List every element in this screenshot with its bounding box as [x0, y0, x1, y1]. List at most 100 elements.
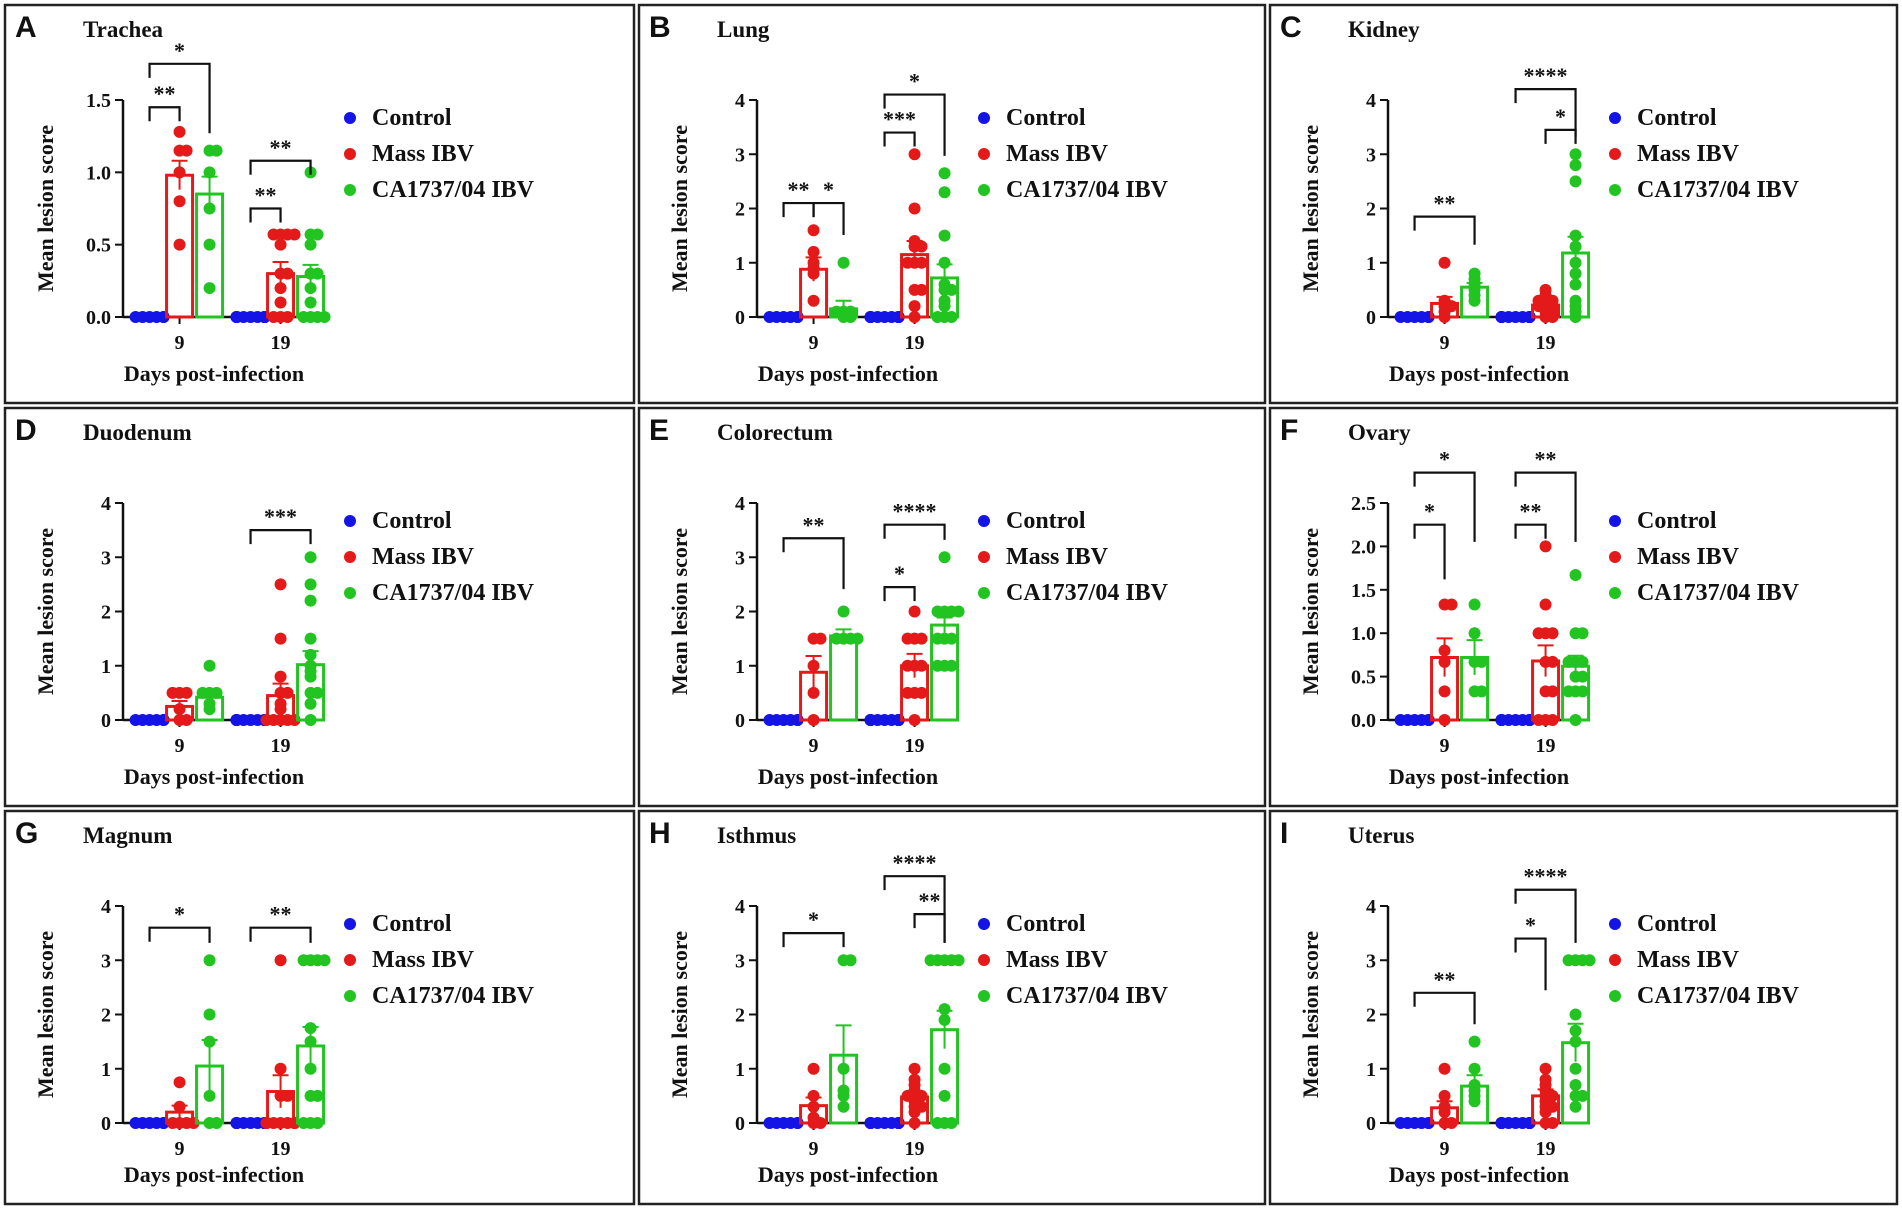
- x-axis-title: Days post-infection: [1389, 361, 1569, 386]
- y-tick-label: 0.5: [86, 235, 111, 257]
- data-point: [1562, 954, 1575, 967]
- x-axis-title: Days post-infection: [758, 361, 938, 386]
- y-tick-label: 1: [735, 253, 745, 275]
- data-point: [938, 1013, 951, 1026]
- significance-label: **: [255, 183, 277, 208]
- data-point: [807, 1062, 820, 1075]
- data-point: [915, 632, 928, 645]
- data-point: [1569, 148, 1582, 161]
- y-tick-label: 2: [1366, 1005, 1376, 1027]
- data-point: [864, 714, 877, 726]
- significance-label: ****: [893, 850, 937, 875]
- data-point: [908, 714, 921, 726]
- panel-letter: I: [1280, 817, 1288, 850]
- significance-label: ****: [893, 499, 937, 524]
- data-point: [1569, 1079, 1582, 1092]
- data-point: [180, 686, 193, 699]
- panel-letter: A: [15, 11, 37, 44]
- panel-title: Ovary: [1348, 420, 1411, 445]
- data-point: [908, 1062, 921, 1075]
- legend-marker: [1609, 990, 1621, 1002]
- significance-label: *: [909, 69, 920, 94]
- data-point: [311, 1089, 324, 1102]
- data-point: [938, 1062, 951, 1075]
- panel-g: G Magnum 0 1 2 3 4 Mean lesion score Days post-i…: [3, 809, 636, 1206]
- legend-label: Control: [1006, 508, 1086, 534]
- data-point: [1569, 267, 1582, 280]
- data-point: [837, 1100, 850, 1113]
- x-tick-label: 19: [271, 1138, 291, 1160]
- panel-frame: [637, 406, 1267, 808]
- x-tick-label: 9: [1440, 1138, 1450, 1160]
- panel-letter: G: [15, 817, 38, 850]
- data-point: [1539, 1106, 1552, 1119]
- data-point: [274, 703, 287, 716]
- data-point: [908, 1106, 921, 1119]
- data-point: [274, 1062, 287, 1075]
- data-point: [901, 632, 914, 645]
- significance-label: **: [270, 135, 292, 160]
- data-point: [931, 632, 944, 645]
- legend-marker: [344, 990, 356, 1002]
- data-point: [1495, 1117, 1508, 1129]
- significance-label: *: [808, 907, 819, 932]
- significance-label: *: [1525, 913, 1536, 938]
- y-tick-label: 2: [735, 199, 745, 221]
- significance-bracket: [249, 926, 312, 943]
- data-point: [1438, 644, 1451, 657]
- legend-label: CA1737/04 IBV: [372, 580, 535, 606]
- y-tick-label: 4: [735, 493, 745, 515]
- data-point: [274, 296, 287, 309]
- x-tick-label: 9: [175, 735, 185, 757]
- significance-label: *: [1555, 104, 1566, 129]
- data-point: [938, 229, 951, 242]
- y-tick-label: 0.5: [1351, 667, 1376, 689]
- data-point: [173, 1100, 186, 1113]
- data-point: [915, 256, 928, 269]
- legend-label: Control: [1637, 105, 1717, 131]
- y-tick-label: 1: [1366, 253, 1376, 275]
- data-point: [837, 256, 850, 269]
- data-point: [837, 1089, 850, 1102]
- data-point: [931, 1117, 944, 1129]
- data-point: [952, 605, 965, 618]
- significance-bracket: [883, 523, 946, 540]
- legend-marker: [978, 112, 990, 124]
- data-point: [311, 1117, 324, 1129]
- data-point: [952, 954, 965, 967]
- data-point: [129, 714, 142, 726]
- panel-title: Magnum: [83, 823, 172, 848]
- legend-label: Control: [1637, 508, 1717, 534]
- y-tick-label: 0: [735, 710, 745, 732]
- data-point: [1569, 175, 1582, 188]
- y-axis-title: Mean lesion score: [667, 528, 692, 695]
- y-tick-label: 0.0: [1351, 710, 1376, 732]
- data-point: [814, 1117, 827, 1129]
- data-point: [901, 659, 914, 672]
- legend-marker: [1609, 918, 1621, 930]
- legend-label: Mass IBV: [372, 141, 475, 167]
- data-point: [1569, 159, 1582, 172]
- x-axis-title: Days post-infection: [758, 764, 938, 789]
- data-point: [864, 311, 877, 323]
- data-point: [1546, 1117, 1559, 1129]
- data-point: [945, 659, 958, 672]
- data-point: [180, 144, 193, 157]
- data-point: [945, 1117, 958, 1129]
- y-tick-label: 2: [735, 1005, 745, 1027]
- data-point: [173, 195, 186, 208]
- significance-bracket: [148, 62, 211, 134]
- data-point: [1475, 655, 1488, 668]
- data-point: [807, 1089, 820, 1102]
- legend-label: Control: [1006, 911, 1086, 937]
- significance-label: **: [270, 902, 292, 927]
- x-tick-label: 9: [809, 735, 819, 757]
- legend-marker: [1609, 515, 1621, 527]
- data-point: [1576, 627, 1589, 640]
- x-tick-label: 9: [809, 332, 819, 354]
- data-point: [173, 125, 186, 138]
- y-tick-label: 2.5: [1351, 493, 1376, 515]
- data-point: [1445, 1117, 1458, 1129]
- legend-marker: [978, 954, 990, 966]
- legend-marker: [1609, 184, 1621, 196]
